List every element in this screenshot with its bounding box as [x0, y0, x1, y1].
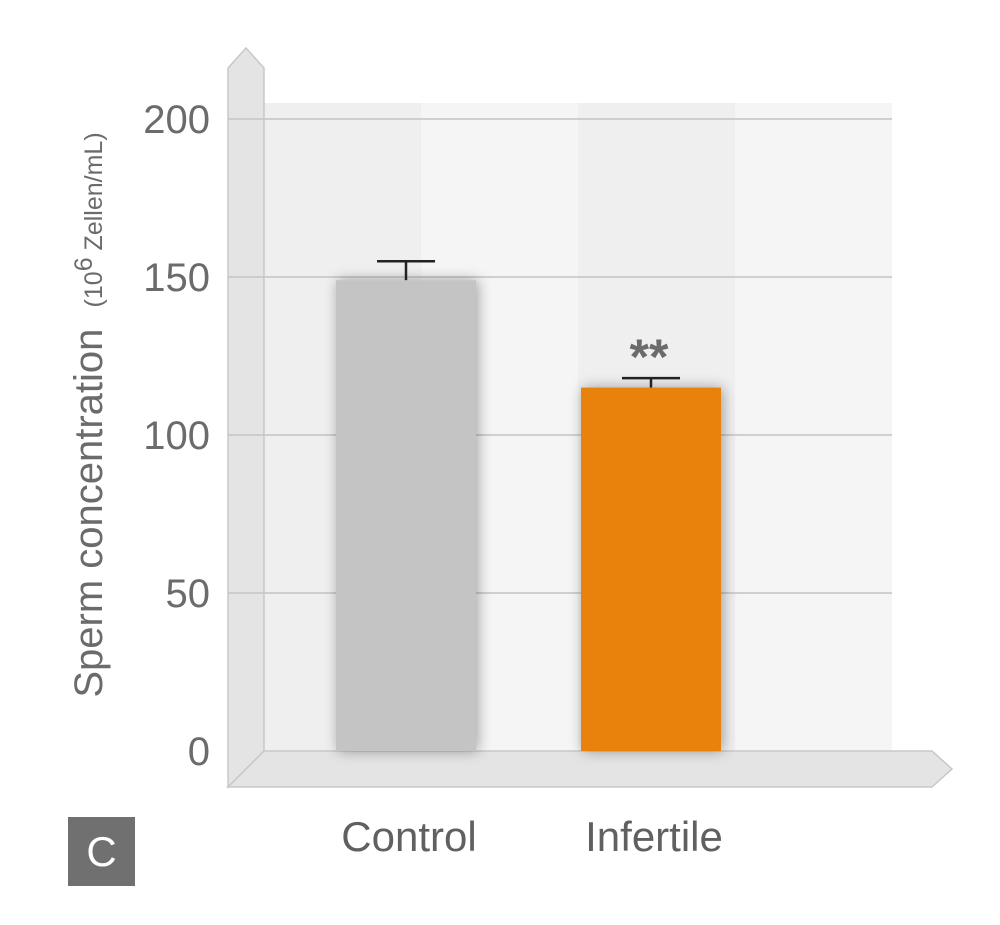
y-tick-label: 100 — [143, 414, 210, 458]
y-axis-unit-prefix: (10 — [80, 271, 108, 307]
error-bar-infertile — [622, 376, 680, 388]
significance-annotation: ** — [630, 329, 669, 385]
x-tick-labels: Control Infertile — [341, 813, 723, 860]
y-tick-label: 150 — [143, 256, 210, 300]
y-tick-label: 50 — [166, 572, 211, 616]
bar-infertile — [581, 387, 721, 751]
error-bars — [377, 259, 680, 388]
x-tick-label-infertile: Infertile — [585, 813, 723, 860]
y-tick-label: 200 — [143, 98, 210, 142]
error-bar-control — [377, 259, 435, 281]
bar-control — [336, 280, 476, 751]
bars — [336, 280, 721, 751]
y-axis-label: Sperm concentration (106 Zellen/mL) — [67, 132, 111, 697]
x-tick-label-control: Control — [341, 813, 476, 860]
y-tick-labels: 0 50 100 150 200 — [143, 98, 210, 774]
y-axis-unit-suffix: Zellen/mL) — [80, 132, 108, 257]
y-axis-wall — [227, 46, 265, 789]
y-tick-label: 0 — [188, 730, 210, 774]
annotations: ** — [630, 329, 669, 385]
x-axis-floor — [226, 750, 954, 788]
y-axis-title: Sperm concentration — [67, 329, 111, 698]
y-axis-unit-exponent: 6 — [70, 257, 98, 271]
panel-label-badge: C — [68, 817, 135, 886]
